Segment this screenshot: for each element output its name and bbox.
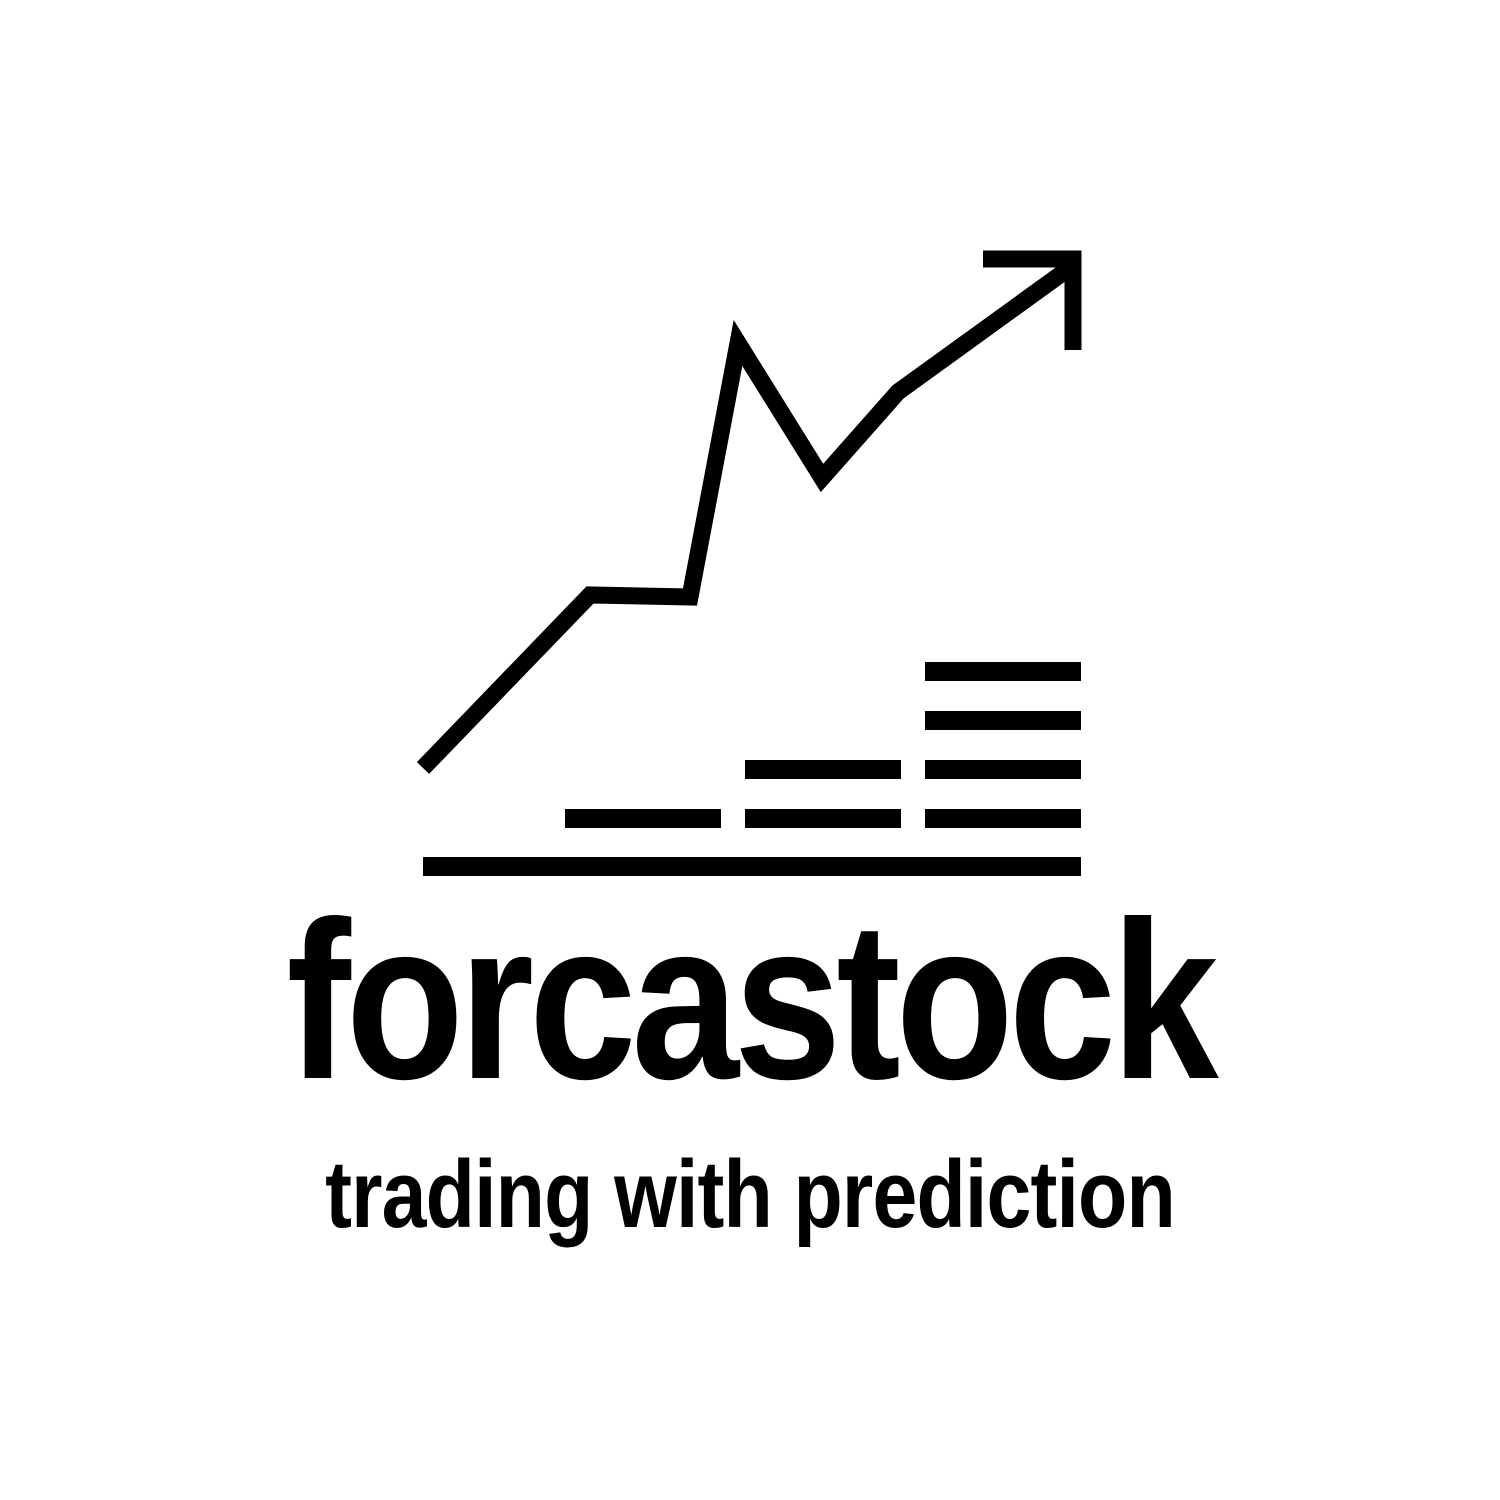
bar-col3-level4 [925, 662, 1081, 681]
bar-col3-level2 [925, 760, 1081, 779]
trend-chart-icon [416, 250, 1082, 876]
bar-col3-level1 [925, 809, 1081, 828]
baseline [423, 857, 1081, 876]
bar-col2-level2 [745, 760, 901, 779]
stacked-bars [565, 662, 1081, 828]
bar-col1-level1 [565, 809, 721, 828]
bar-col3-level3 [925, 711, 1081, 730]
wordmark: forcastock trading with prediction [0, 880, 1500, 1250]
bar-col2-level1 [745, 809, 901, 828]
brand-tagline: trading with prediction [325, 1141, 1176, 1248]
brand-name: forcastock [286, 874, 1218, 1126]
trend-line [416, 257, 1080, 774]
arrow-head-icon [983, 250, 1082, 350]
